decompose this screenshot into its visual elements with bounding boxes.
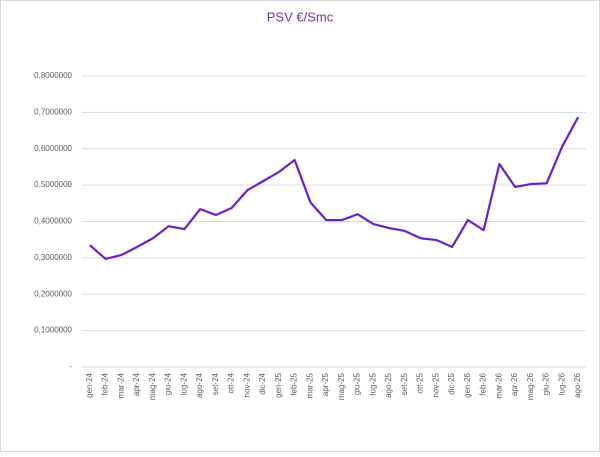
y-tick-label: 0,4000000 — [34, 217, 72, 226]
x-tick-label: nov-24 — [242, 372, 251, 397]
x-tick-label: giu-24 — [164, 372, 173, 395]
y-tick-label: 0,6000000 — [34, 144, 72, 153]
y-tick-label: 0,3000000 — [34, 253, 72, 262]
x-tick-label: feb-24 — [101, 372, 110, 395]
x-tick-label: mag-25 — [337, 372, 346, 400]
x-tick-label: ott-24 — [227, 372, 236, 393]
x-tick-label: giu-26 — [542, 372, 551, 395]
x-tick-label: ago-26 — [573, 372, 582, 397]
y-tick-label: 0,8000000 — [34, 71, 72, 80]
x-tick-label: giu-25 — [353, 372, 362, 395]
x-tick-label: gen-24 — [85, 372, 94, 397]
x-tick-label: feb-26 — [479, 372, 488, 395]
x-tick-label: feb-25 — [290, 372, 299, 395]
x-tick-label: set-25 — [400, 372, 409, 395]
x-tick-label: apr-24 — [132, 372, 141, 396]
x-tick-label: nov-25 — [431, 372, 440, 397]
x-tick-label: apr-26 — [510, 372, 519, 396]
y-tick-label: 0,7000000 — [34, 107, 72, 116]
x-tick-label: dic-24 — [258, 372, 267, 394]
x-tick-label: apr-25 — [321, 372, 330, 396]
x-tick-label: gen-26 — [463, 372, 472, 397]
y-tick-label: 0,1000000 — [34, 326, 72, 335]
x-tick-label: lug-25 — [368, 372, 377, 395]
y-tick-label: 0,5000000 — [34, 180, 72, 189]
x-tick-label: gen-25 — [274, 372, 283, 397]
x-tick-label: dic-25 — [447, 372, 456, 394]
x-tick-label: mag-26 — [526, 372, 535, 400]
x-tick-label: ago-24 — [195, 372, 204, 397]
chart-title: PSV €/Smc — [267, 9, 334, 24]
x-tick-label: lug-26 — [557, 372, 566, 395]
x-tick-label: lug-24 — [179, 372, 188, 395]
x-tick-label: mag-24 — [148, 372, 157, 400]
line-series — [89, 116, 580, 261]
x-tick-label: ago-25 — [384, 372, 393, 397]
x-tick-label: mar-24 — [116, 372, 125, 398]
y-tick-label: - — [69, 362, 72, 371]
x-tick-label: mar-26 — [494, 372, 503, 398]
y-tick-label: 0,2000000 — [34, 289, 72, 298]
x-tick-label: mar-25 — [305, 372, 314, 398]
x-tick-label: set-24 — [211, 372, 220, 395]
x-tick-label: ott-25 — [416, 372, 425, 393]
